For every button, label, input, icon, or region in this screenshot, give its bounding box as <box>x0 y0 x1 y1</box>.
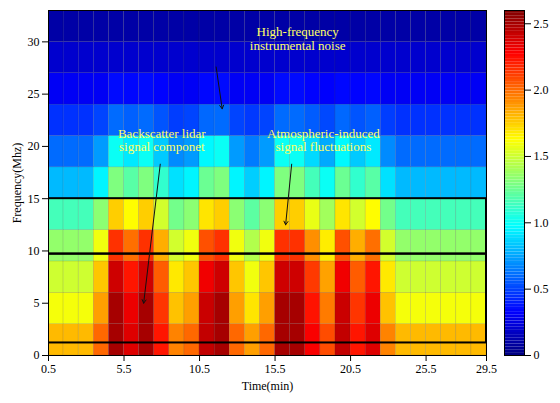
svg-text:5.5: 5.5 <box>117 362 132 376</box>
svg-text:25.5: 25.5 <box>416 362 437 376</box>
svg-text:0.5: 0.5 <box>534 282 549 296</box>
svg-text:20: 20 <box>28 139 40 153</box>
svg-text:2.5: 2.5 <box>534 17 549 31</box>
svg-text:15: 15 <box>28 192 40 206</box>
svg-text:20.5: 20.5 <box>340 362 361 376</box>
svg-text:Atmospheric-inducedsignal fluc: Atmospheric-inducedsignal fluctuations <box>267 126 380 155</box>
svg-text:0.5: 0.5 <box>41 362 56 376</box>
svg-text:High-frequencyinstrumental noi: High-frequencyinstrumental noise <box>250 24 346 53</box>
svg-text:10.5: 10.5 <box>189 362 210 376</box>
svg-text:0: 0 <box>534 348 540 362</box>
svg-text:2.0: 2.0 <box>534 83 549 97</box>
svg-text:Frequency(Mhz): Frequency(Mhz) <box>10 143 24 224</box>
svg-text:10: 10 <box>28 244 40 258</box>
svg-text:Backscatter lidarsignal compon: Backscatter lidarsignal componet <box>118 126 206 155</box>
svg-text:15.5: 15.5 <box>265 362 286 376</box>
svg-text:0: 0 <box>34 348 40 362</box>
svg-text:1.5: 1.5 <box>534 149 549 163</box>
svg-text:1.0: 1.0 <box>534 216 549 230</box>
svg-text:30: 30 <box>28 35 40 49</box>
svg-text:25: 25 <box>28 87 40 101</box>
svg-text:Time(min): Time(min) <box>242 379 294 393</box>
svg-text:5: 5 <box>34 296 40 310</box>
svg-text:29.5: 29.5 <box>476 362 497 376</box>
